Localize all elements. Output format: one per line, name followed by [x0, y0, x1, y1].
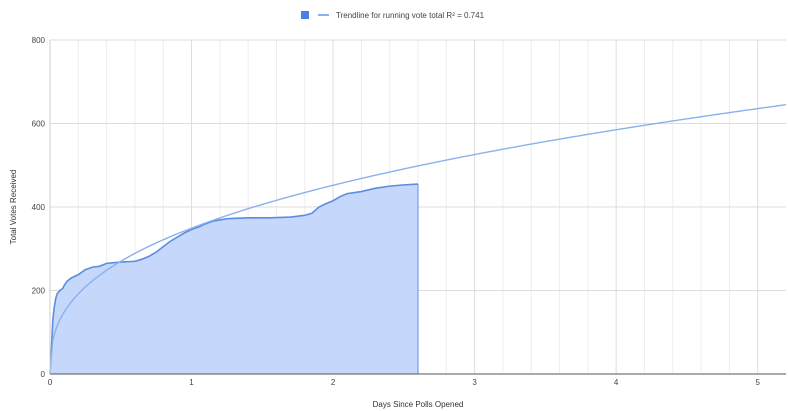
x-axis-title: Days Since Polls Opened [373, 400, 464, 409]
x-tick-label: 0 [48, 378, 53, 387]
legend-square-marker [301, 11, 309, 19]
trendline [49, 104, 787, 375]
x-tick-label: 1 [189, 378, 194, 387]
x-tick-label: 4 [614, 378, 619, 387]
area-line [49, 183, 419, 375]
trendline-series [49, 104, 787, 375]
y-tick-label: 600 [32, 120, 46, 129]
tick-labels: 0 1 2 3 4 5 0 200 400 600 800 [32, 36, 761, 387]
legend: Trendline for running vote total R² = 0.… [301, 11, 485, 20]
y-tick-label: 400 [32, 203, 46, 212]
area-series [49, 183, 419, 375]
x-tick-label: 5 [755, 378, 760, 387]
x-tick-label: 2 [331, 378, 336, 387]
y-tick-label: 0 [41, 370, 46, 379]
y-tick-label: 800 [32, 36, 46, 45]
legend-label: Trendline for running vote total R² = 0.… [336, 11, 485, 20]
y-axis-title: Total Votes Received [9, 170, 18, 245]
x-tick-label: 3 [472, 378, 477, 387]
axes [49, 40, 786, 375]
area-fill [50, 184, 418, 374]
gridlines [50, 39, 786, 374]
y-tick-label: 200 [32, 287, 46, 296]
